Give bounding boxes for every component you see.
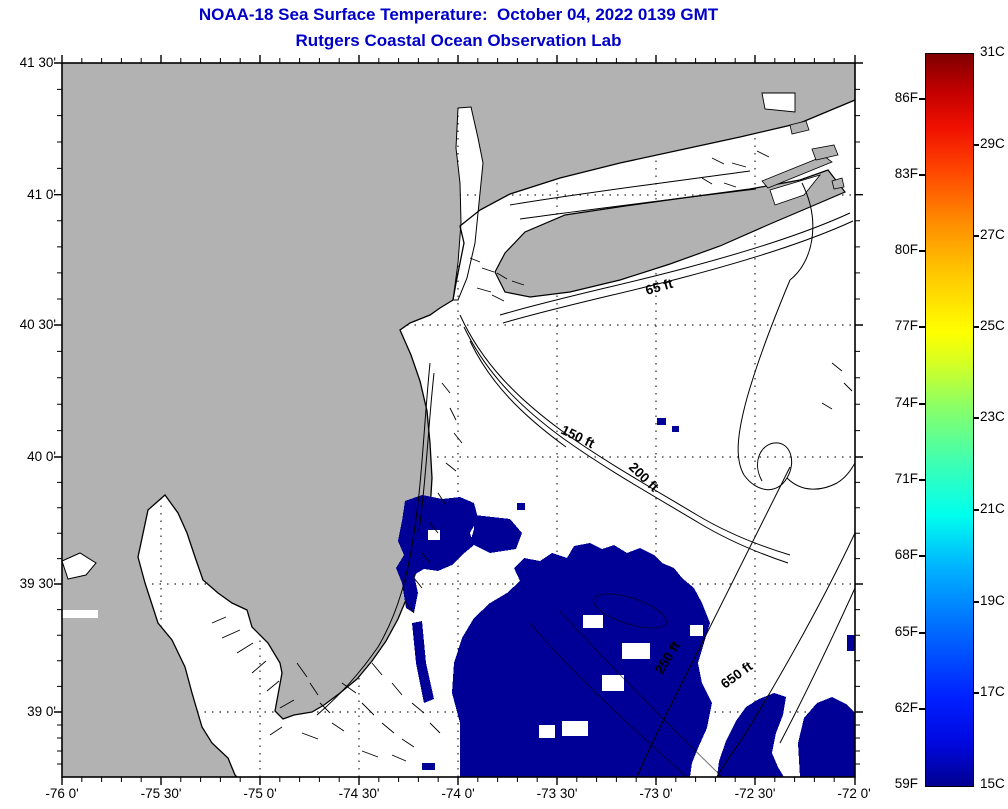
colorbar-f-label: 83F	[894, 166, 918, 181]
sst-patch-main	[452, 543, 712, 777]
ri-island-1	[811, 144, 839, 161]
sst-dot	[847, 635, 855, 651]
sst-patch-se-1	[717, 693, 786, 777]
x-tick-label: -74 0'	[441, 786, 475, 801]
contours-over-cold-water	[529, 593, 723, 778]
sst-map: 65 ft 150 ft 200 ft 250 ft 650 ft	[54, 55, 863, 785]
sst-patch-se-2	[798, 697, 855, 777]
contour-150ft	[459, 314, 791, 556]
colorbar-f-label: 86F	[894, 90, 918, 105]
axis-ticks	[54, 55, 863, 785]
y-tick-label: 41 30'	[19, 55, 56, 70]
figure-subtitle: Rutgers Coastal Ocean Observation Lab	[295, 31, 622, 50]
colorbar-c-label: 25C	[980, 318, 1005, 333]
sst-cold-patches	[396, 418, 855, 777]
hudson-river	[452, 106, 484, 301]
x-tick-label: -73 30'	[536, 786, 578, 801]
x-tick-label: -73 0'	[639, 786, 673, 801]
colorbar-c-label: 15C	[980, 776, 1005, 791]
narragansett-notch	[761, 92, 796, 113]
contour-65ft	[499, 212, 851, 316]
li-north-fork	[761, 155, 833, 189]
sst-dot	[422, 763, 435, 770]
peconic-bay	[769, 174, 822, 206]
colorbar-f-label: 59F	[894, 776, 918, 791]
x-tick-label: -76 0'	[45, 786, 79, 801]
colorbar-c-label: 27C	[980, 227, 1005, 242]
colorbar-f-label: 65F	[894, 624, 918, 639]
sst-holes	[428, 530, 703, 738]
shoal-scribbles	[211, 150, 853, 762]
sst-patch-coastal	[396, 495, 478, 613]
long-island	[494, 169, 846, 298]
ri-island-2	[789, 120, 810, 135]
bathymetry-contours	[316, 170, 856, 778]
x-tick-label: -74 30'	[338, 786, 380, 801]
colorbar-f-label: 74F	[894, 395, 918, 410]
contour-650ft	[716, 532, 856, 778]
colorbar-c-label: 17C	[980, 684, 1005, 699]
y-tick-label: 40 0'	[27, 449, 56, 464]
sst-patch-bridge	[470, 515, 522, 553]
contour-label-65ft: 65 ft	[644, 276, 675, 298]
coastline	[137, 99, 856, 778]
contour-200ft	[463, 326, 789, 564]
x-tick-label: -75 30'	[140, 786, 182, 801]
chesapeake-bay-head	[61, 552, 97, 580]
sst-dot	[517, 503, 525, 510]
sst-patch-coastal-strip	[412, 621, 434, 703]
x-tick-label: -75 0'	[243, 786, 277, 801]
block-island	[831, 177, 845, 190]
y-tick-label: 40 30'	[19, 317, 56, 332]
colorbar-f-label: 68F	[894, 547, 918, 562]
colorbar-c-label: 19C	[980, 593, 1005, 608]
figure-title: NOAA-18 Sea Surface Temperature: October…	[198, 5, 719, 24]
x-tick-label: -72 0'	[837, 786, 871, 801]
colorbar-c-label: 21C	[980, 501, 1005, 516]
colorbar-f-label: 71F	[894, 471, 918, 486]
y-tick-label: 41 0'	[27, 187, 56, 202]
sst-dot	[672, 426, 679, 432]
y-tick-label: 39 30'	[19, 576, 56, 591]
colorbar-f-label: 62F	[894, 700, 918, 715]
cd-canal	[62, 610, 98, 618]
contour-250ft	[636, 466, 791, 778]
x-tick-label: -72 30'	[734, 786, 776, 801]
colorbar-f-label: 77F	[894, 318, 918, 333]
colorbar-f-label: 80F	[894, 242, 918, 257]
sst-dot	[657, 418, 666, 425]
colorbar-c-label: 23C	[980, 409, 1005, 424]
y-tick-label: 39 0'	[27, 704, 56, 719]
temperature-colorbar	[925, 53, 974, 787]
colorbar-c-label: 31C	[980, 44, 1005, 59]
colorbar-c-label: 29C	[980, 136, 1005, 151]
